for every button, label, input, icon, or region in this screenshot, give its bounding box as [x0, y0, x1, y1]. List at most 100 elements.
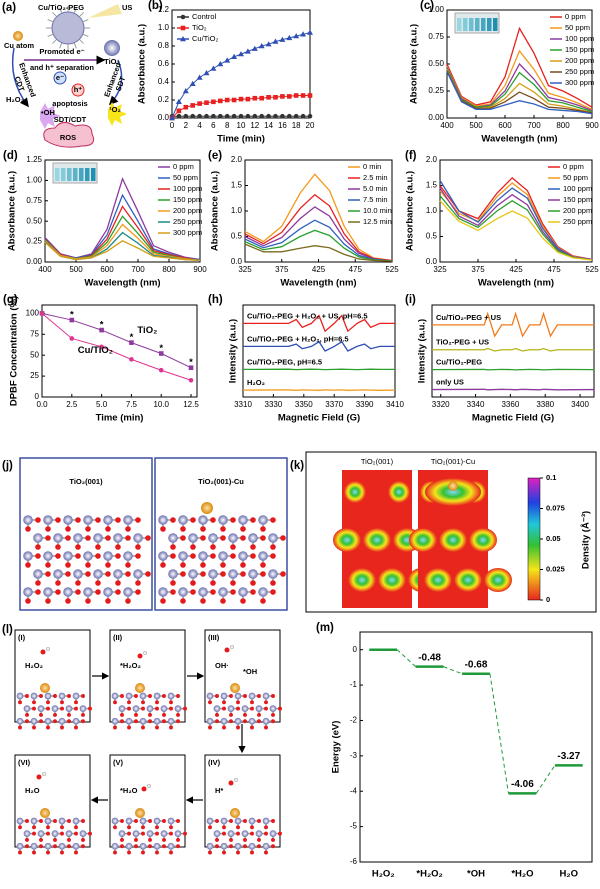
y-tick-label: 1.0	[426, 206, 438, 215]
ti-atom	[125, 717, 133, 725]
series-line	[439, 187, 593, 261]
o-atom	[53, 694, 57, 698]
ti-atom	[44, 817, 52, 825]
o-atom	[95, 580, 101, 586]
o-atom	[230, 580, 236, 586]
ti-atom	[103, 515, 113, 525]
o-atom	[45, 562, 51, 568]
point	[252, 95, 258, 101]
o-atom	[236, 725, 240, 730]
series-label: only US	[436, 378, 464, 387]
o-atom	[224, 647, 230, 653]
x-tick-label: 4	[197, 121, 202, 130]
o-atom	[65, 535, 71, 541]
y-tick-label: 1.0	[158, 23, 170, 32]
series-line	[41, 312, 192, 369]
schematic-label: and h⁺ separation	[30, 63, 94, 72]
ti-atom	[234, 717, 242, 725]
y-tick-label: 1.25	[26, 155, 42, 164]
ti-atom	[218, 587, 228, 597]
ti-atom	[258, 515, 268, 525]
cu-atom	[448, 481, 458, 491]
x-tick-label: 12.5	[183, 400, 199, 409]
cu-atom	[230, 683, 240, 693]
ti-atom	[158, 551, 168, 561]
density-contour	[378, 568, 406, 592]
ti-atom	[44, 692, 52, 700]
o-atom	[75, 580, 81, 586]
map-label: TiO₂(001)	[361, 457, 394, 466]
o-atom	[176, 694, 180, 698]
ti-atom	[73, 569, 83, 579]
x-tick-label: 400	[38, 265, 52, 274]
legend-label: 300 ppm	[173, 228, 202, 237]
ti-atom	[238, 515, 248, 525]
series-line	[244, 193, 393, 262]
series-line	[432, 311, 594, 338]
o-atom	[180, 571, 186, 577]
cuvette	[475, 18, 480, 31]
ti-atom	[206, 817, 214, 825]
cu-atom	[135, 808, 145, 818]
o-atom	[169, 725, 173, 730]
o-atom	[81, 712, 85, 717]
o-atom	[222, 706, 226, 711]
legend-label: 250 ppm	[173, 217, 202, 226]
y-tick-label: -5	[350, 822, 358, 831]
nanoparticle	[51, 11, 85, 45]
o-atom	[278, 706, 282, 711]
ti-atom	[218, 551, 228, 561]
ti-atom	[248, 717, 256, 725]
point	[251, 45, 258, 51]
step-numeral: (I)	[18, 633, 26, 642]
legend-label: 50 ppm	[173, 173, 198, 182]
y-axis-label: Absorbance (a.u.)	[137, 24, 148, 104]
o-atom	[222, 831, 226, 836]
o-atom	[67, 719, 71, 724]
connector	[443, 666, 463, 675]
o-atom	[210, 544, 216, 550]
o-atom	[55, 517, 61, 523]
species-label: *H₂O	[120, 786, 138, 795]
ti-atom	[83, 587, 93, 597]
ti-atom	[268, 533, 278, 543]
ti-atom	[160, 830, 168, 837]
o-atom	[127, 831, 131, 836]
o-atom	[264, 825, 268, 830]
o-atom	[120, 837, 124, 842]
series-line	[243, 340, 395, 352]
ti-atom	[213, 705, 221, 712]
point	[183, 113, 189, 119]
o-atom	[134, 712, 138, 717]
o-atom	[270, 544, 276, 550]
colorbar-tick-label: 0	[546, 595, 550, 604]
o-atom	[162, 712, 166, 717]
point	[183, 104, 189, 110]
point	[245, 113, 251, 119]
o-atom	[134, 837, 138, 842]
o-atom	[115, 517, 121, 523]
o-atom	[200, 598, 206, 604]
o-atom	[264, 850, 268, 855]
o-atom	[250, 700, 254, 705]
o-atom	[55, 553, 61, 559]
panel-label: (c)	[420, 0, 434, 12]
ti-atom	[33, 533, 43, 543]
o-atom	[155, 706, 159, 711]
point	[300, 93, 306, 98]
o-atom	[210, 517, 216, 523]
peg-chain	[59, 42, 63, 49]
o-atom	[210, 553, 216, 559]
o-atom	[208, 850, 212, 855]
o-atom	[18, 700, 22, 705]
o-atom	[210, 589, 216, 595]
structure-frame	[19, 457, 153, 611]
point	[252, 113, 258, 119]
ti-atom	[72, 842, 80, 850]
connector	[535, 765, 556, 794]
o-atom	[88, 706, 92, 711]
o-atom	[115, 589, 121, 595]
ti-atom	[43, 587, 53, 597]
y-axis-label: Absorbance (a.u.)	[409, 24, 420, 104]
